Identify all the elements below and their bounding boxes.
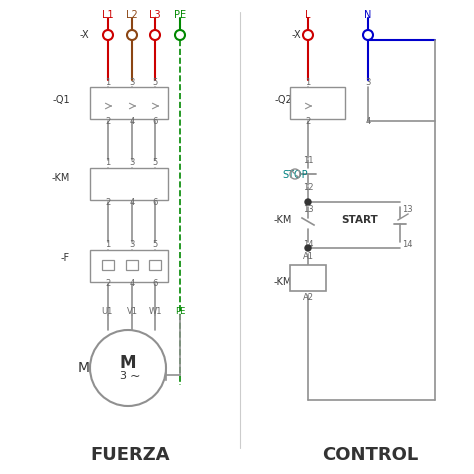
Circle shape	[305, 199, 311, 205]
Text: 2: 2	[105, 117, 110, 126]
Text: -KM: -KM	[273, 277, 292, 287]
Bar	[90, 168, 168, 200]
Text: M: M	[120, 354, 136, 372]
Text: U1: U1	[101, 308, 113, 317]
Text: L1: L1	[102, 10, 114, 20]
Text: 3: 3	[119, 371, 127, 381]
Text: -Q1: -Q1	[52, 95, 70, 105]
Text: 3: 3	[129, 78, 135, 86]
Text: 4: 4	[129, 280, 135, 289]
Text: L: L	[305, 10, 311, 20]
Text: -F: -F	[61, 253, 70, 263]
Text: -Q2: -Q2	[274, 95, 292, 105]
Text: A2: A2	[302, 293, 313, 302]
Text: 1: 1	[105, 157, 110, 166]
Text: PE: PE	[174, 10, 186, 20]
Text: W1: W1	[148, 308, 162, 317]
Text: 5: 5	[152, 78, 158, 86]
Text: 2: 2	[305, 117, 310, 126]
Text: 2: 2	[105, 280, 110, 289]
Text: 3: 3	[365, 78, 371, 86]
Text: 14: 14	[402, 239, 412, 248]
Circle shape	[305, 245, 311, 251]
Text: 6: 6	[152, 198, 158, 207]
Bar	[90, 250, 168, 282]
Text: 3: 3	[129, 157, 135, 166]
Text: 11: 11	[303, 155, 313, 164]
Text: 12: 12	[303, 182, 313, 191]
Text: 4: 4	[365, 117, 371, 126]
Text: 6: 6	[152, 280, 158, 289]
Text: ~: ~	[130, 370, 140, 383]
Text: 1: 1	[105, 239, 110, 248]
Text: STOP: STOP	[282, 170, 308, 180]
Text: M: M	[78, 361, 90, 375]
Text: 5: 5	[152, 239, 158, 248]
Text: 13: 13	[303, 205, 313, 214]
Text: 4: 4	[129, 198, 135, 207]
Text: START: START	[342, 215, 378, 225]
Text: 1: 1	[305, 78, 310, 86]
Text: 6: 6	[152, 117, 158, 126]
Bar	[149, 260, 161, 270]
Text: V1: V1	[127, 308, 137, 317]
Text: -X: -X	[80, 30, 90, 40]
Text: N: N	[365, 10, 372, 20]
Text: CONTROL: CONTROL	[322, 446, 418, 464]
Text: 2: 2	[105, 198, 110, 207]
Text: 4: 4	[129, 117, 135, 126]
Text: A1: A1	[302, 252, 313, 261]
Text: FUERZA: FUERZA	[90, 446, 170, 464]
Text: 1: 1	[105, 78, 110, 86]
Text: L3: L3	[149, 10, 161, 20]
Bar	[90, 87, 168, 119]
Bar	[126, 260, 138, 270]
Text: 3: 3	[129, 239, 135, 248]
Text: -X: -X	[292, 30, 301, 40]
Text: -KM: -KM	[273, 215, 292, 225]
Text: 5: 5	[152, 157, 158, 166]
Bar	[290, 87, 345, 119]
Text: PE: PE	[175, 308, 185, 317]
Text: -KM: -KM	[52, 173, 70, 183]
Bar	[290, 265, 326, 291]
Bar	[102, 260, 114, 270]
Text: 14: 14	[303, 239, 313, 248]
Text: L2: L2	[126, 10, 138, 20]
Text: 13: 13	[402, 205, 413, 214]
